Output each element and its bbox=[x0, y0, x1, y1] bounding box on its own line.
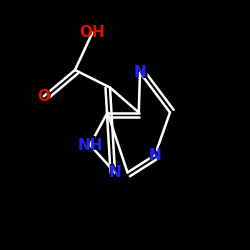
Text: NH: NH bbox=[77, 138, 103, 152]
Text: OH: OH bbox=[80, 25, 106, 40]
Text: N: N bbox=[134, 65, 146, 80]
Text: N: N bbox=[107, 163, 123, 182]
Text: NH: NH bbox=[74, 136, 106, 154]
Text: N: N bbox=[132, 63, 148, 82]
Text: O: O bbox=[36, 87, 52, 106]
Text: N: N bbox=[148, 148, 162, 162]
Text: N: N bbox=[108, 165, 122, 180]
Text: N: N bbox=[147, 146, 163, 165]
Text: OH: OH bbox=[76, 23, 109, 42]
Text: O: O bbox=[37, 89, 50, 104]
